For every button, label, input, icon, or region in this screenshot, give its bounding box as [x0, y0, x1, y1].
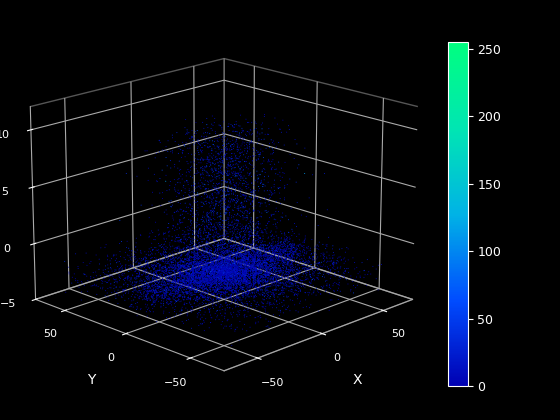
Y-axis label: Y: Y [87, 373, 95, 386]
X-axis label: X: X [352, 373, 362, 386]
